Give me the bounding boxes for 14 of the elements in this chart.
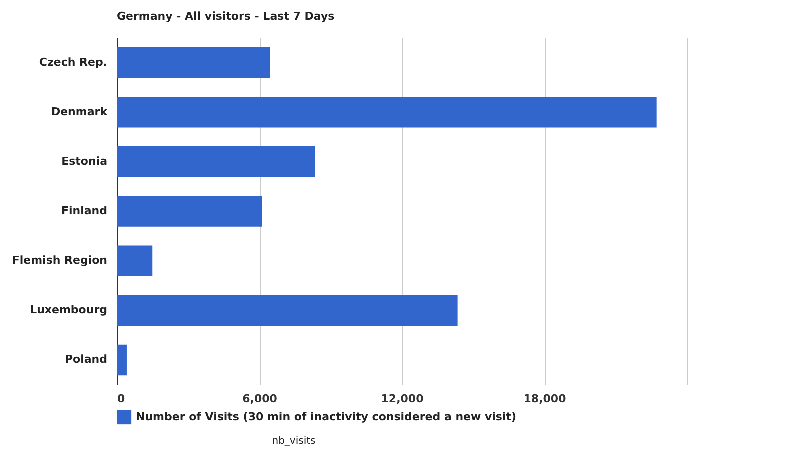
x-tick-label: 18,000 xyxy=(524,392,567,406)
x-tick-label: 12,000 xyxy=(381,392,424,406)
x-tick-label: 0 xyxy=(118,392,126,406)
y-tick-label: Flemish Region xyxy=(12,254,108,268)
y-tick-label: Czech Rep. xyxy=(39,56,108,69)
chart-title: Germany - All visitors - Last 7 Days xyxy=(117,10,336,23)
legend-label: Number of Visits (30 min of inactivity considered a new visit) xyxy=(136,410,517,424)
y-tick-label: Poland xyxy=(64,353,108,366)
y-tick-label: Denmark xyxy=(51,105,108,118)
x-tick-label: 6,000 xyxy=(242,392,278,406)
text: nb_visits xyxy=(271,436,317,447)
y-tick-label: Finland xyxy=(61,204,108,218)
y-tick-label: Estonia xyxy=(62,154,108,168)
y-tick-label: Luxembourg xyxy=(30,304,108,317)
